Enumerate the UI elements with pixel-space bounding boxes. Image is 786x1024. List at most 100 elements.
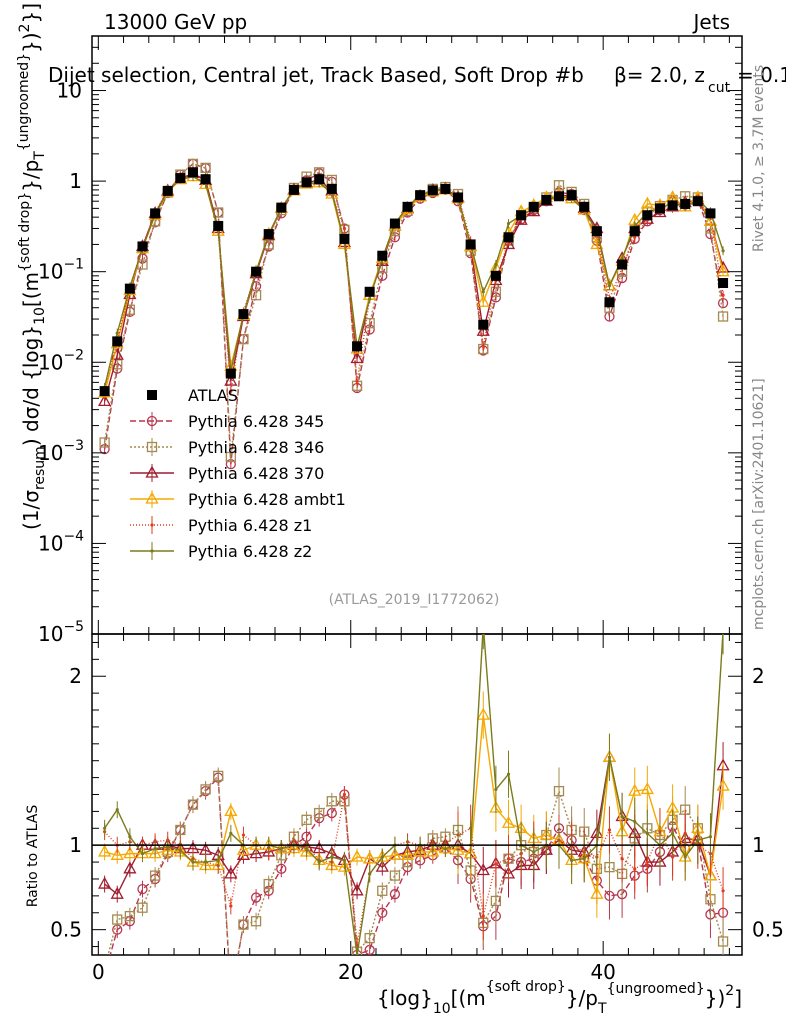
atlas-data-point <box>339 233 350 244</box>
ratio-series-marker <box>640 782 654 795</box>
atlas-data-point <box>314 174 325 185</box>
main-series-marker <box>506 221 511 226</box>
atlas-data-point <box>427 185 438 196</box>
ratio-series-marker <box>342 858 347 862</box>
ratio-series-marker <box>708 835 713 839</box>
ratio-series-marker <box>110 886 124 899</box>
y-main-tick-label: 10−5 <box>38 619 84 646</box>
ratio-series-5 <box>103 634 724 955</box>
atlas-data-point <box>263 229 274 240</box>
main-series-marker <box>224 373 238 386</box>
ratio-series-marker <box>137 902 148 913</box>
ratio-series-marker <box>123 846 137 859</box>
ratio-series-marker <box>375 859 389 872</box>
ratio-series-marker <box>620 814 624 819</box>
atlas-data-point <box>175 173 186 184</box>
legend-marker <box>145 465 159 478</box>
legend-marker <box>150 523 154 527</box>
ratio-series-marker <box>607 828 612 832</box>
ratio-series-marker <box>506 857 511 861</box>
atlas-data-point <box>453 192 464 203</box>
atlas-data-point <box>503 232 514 243</box>
atlas-data-point <box>352 341 363 352</box>
ratio-series-marker <box>364 932 375 944</box>
ratio-panel-frame <box>91 633 743 956</box>
y-label-mid: }/p <box>19 160 43 192</box>
ratio-series-marker <box>590 886 604 899</box>
x-tick-label: 0 <box>92 960 105 984</box>
ratio-series-marker <box>506 772 511 776</box>
main-series-marker <box>476 323 490 336</box>
legend-label: ATLAS <box>188 386 238 405</box>
atlas-data-point <box>200 174 211 185</box>
ratio-series-line <box>104 715 724 895</box>
ratio-series-marker <box>481 914 485 918</box>
atlas-data-point <box>591 226 602 237</box>
ratio-series-line <box>109 775 724 955</box>
ratio-series-marker <box>317 860 321 864</box>
y-label-sub-resum: resum <box>32 446 48 490</box>
legend-marker <box>146 441 158 453</box>
main-series-marker <box>721 249 725 253</box>
ratio-series-marker <box>149 870 161 881</box>
atlas-data-point <box>225 368 236 379</box>
ratio-series-marker <box>368 872 372 876</box>
ratio-series-marker <box>123 861 137 874</box>
legend-entry: Pythia 6.428 z2 <box>130 542 312 561</box>
legend-entry: ATLAS <box>147 386 238 405</box>
ratio-series-marker <box>128 835 132 839</box>
main-series-marker <box>350 351 364 364</box>
ratio-series-marker <box>229 831 233 835</box>
legend-entry: Pythia 6.428 ambt1 <box>130 490 346 509</box>
main-series-line <box>103 175 724 388</box>
ratio-series-marker <box>501 815 516 828</box>
main-series-marker <box>250 290 262 301</box>
ratio-series-marker <box>342 792 347 797</box>
ratio-series-marker <box>224 866 238 879</box>
ratio-series-marker <box>314 807 325 819</box>
ratio-series-marker <box>226 993 235 1002</box>
atlas-data-point <box>490 270 501 281</box>
atlas-data-point <box>162 185 173 196</box>
beta-symbol: β <box>614 63 627 87</box>
beta-text: β= 2.0, z <box>614 63 705 87</box>
atlas-data-point <box>377 250 388 261</box>
mcplots-label: mcplots.cern.ch [arXiv:2401.10621] <box>751 378 767 630</box>
atlas-data-point <box>276 202 287 213</box>
x-label-sup-ungroomed: {ungroomed} <box>607 981 705 997</box>
y-label-suffix: ) dσ/d {log} <box>19 325 43 446</box>
x-axis-label: {log}10[(m{soft drop}}/pT{ungroomed}})2] <box>377 979 742 1017</box>
atlas-data-point <box>516 210 527 221</box>
ratio-series-marker <box>249 846 263 859</box>
ratio-series-marker <box>213 770 224 782</box>
y-label-sup-ungroomed: {ungroomed} <box>16 53 32 151</box>
atlas-data-point <box>528 201 539 212</box>
ratio-series-marker <box>377 907 388 918</box>
y-ratio-tick-label-right: 0.5 <box>752 918 784 942</box>
y-label-end: }) <box>19 32 43 53</box>
ratio-series-1 <box>107 767 729 955</box>
ratio-series-marker <box>355 953 359 955</box>
ratio-series-marker <box>633 867 637 871</box>
beta-value-text: = 2.0, z <box>627 63 705 87</box>
ratio-series-marker <box>717 936 729 947</box>
main-series-marker <box>229 389 233 393</box>
ratio-series-marker <box>200 784 211 795</box>
y-ratio-tick-label-right: 1 <box>752 833 765 857</box>
main-series-marker <box>368 297 372 301</box>
atlas-data-point <box>642 210 653 221</box>
ratio-series-marker <box>304 846 309 851</box>
atlas-data-point <box>579 201 590 212</box>
atlas-data-point <box>541 194 552 205</box>
y-label-sub-T: T <box>32 151 48 161</box>
main-series-marker <box>721 293 725 297</box>
main-series-marker <box>481 290 485 294</box>
ratio-series-marker <box>380 855 384 859</box>
x-label-sub-10: 10 <box>433 1001 451 1017</box>
ratio-series-marker <box>645 860 649 864</box>
ratio-series-marker <box>250 892 262 903</box>
ratio-series-marker <box>645 831 649 835</box>
atlas-data-point <box>667 200 678 211</box>
x-label-c: }) <box>705 986 726 1010</box>
